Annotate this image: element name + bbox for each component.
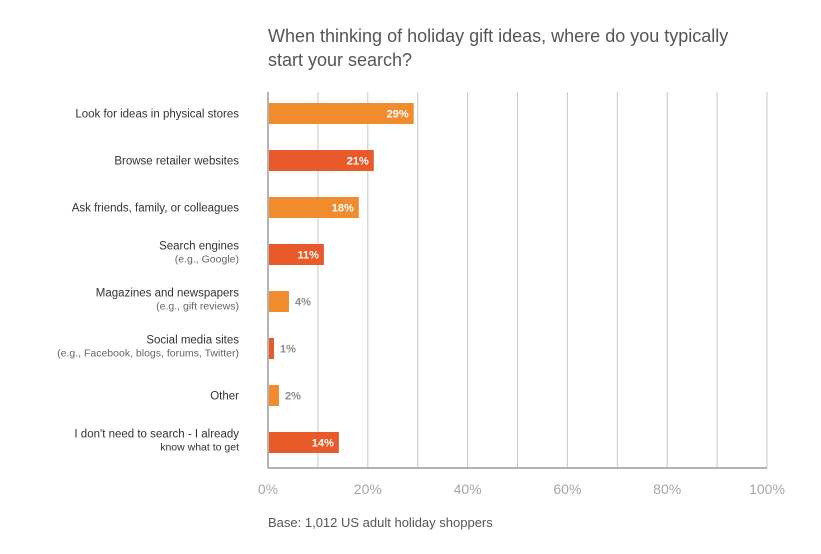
chart-title: When thinking of holiday gift ideas, whe… <box>268 24 788 72</box>
category-label: Search engines <box>159 241 239 253</box>
category-label: Other <box>210 391 239 403</box>
bar <box>269 103 414 124</box>
data-label: 29% <box>387 109 409 121</box>
bar <box>269 291 289 312</box>
data-label: 1% <box>280 344 296 356</box>
bar <box>269 385 279 406</box>
category-sublabel: (e.g., gift reviews) <box>156 301 239 313</box>
data-label: 2% <box>285 391 301 403</box>
chart-title-line-1: When thinking of holiday gift ideas, whe… <box>268 26 729 46</box>
bar <box>269 197 359 218</box>
x-tick-label: 0% <box>258 481 278 497</box>
category-label: I don't need to search - I already <box>74 429 239 441</box>
category-sublabel: know what to get <box>160 442 239 454</box>
chart-title-line-2: start your search? <box>268 50 413 70</box>
category-label: Ask friends, family, or colleagues <box>72 203 239 215</box>
x-tick-label: 40% <box>454 481 482 497</box>
data-label: 18% <box>332 203 354 215</box>
category-label: Look for ideas in physical stores <box>75 109 239 121</box>
bar <box>269 432 339 453</box>
x-tick-label: 20% <box>354 481 382 497</box>
bar <box>269 244 324 265</box>
bar <box>269 338 274 359</box>
category-label: Browse retailer websites <box>114 156 239 168</box>
data-label: 14% <box>312 438 334 450</box>
category-sublabel: (e.g., Google) <box>175 254 239 266</box>
x-tick-label: 60% <box>553 481 581 497</box>
x-tick-label: 80% <box>653 481 681 497</box>
data-label: 11% <box>297 250 319 262</box>
bar <box>269 150 374 171</box>
category-label: Magazines and newspapers <box>96 288 239 300</box>
x-tick-label: 100% <box>749 481 785 497</box>
base-footnote: Base: 1,012 US adult holiday shoppers <box>268 515 493 530</box>
category-sublabel: (e.g., Facebook, blogs, forums, Twitter) <box>57 348 239 360</box>
data-label: 21% <box>347 156 369 168</box>
data-label: 4% <box>295 297 311 309</box>
category-label: Social media sites <box>146 335 239 347</box>
